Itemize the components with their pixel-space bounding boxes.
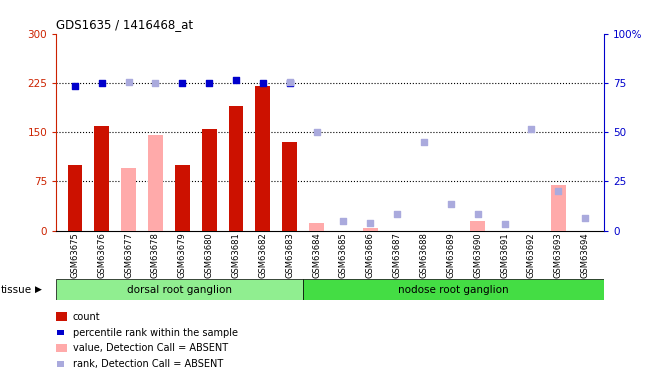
Text: tissue: tissue: [1, 285, 32, 295]
Text: count: count: [73, 312, 100, 322]
Text: ▶: ▶: [35, 285, 42, 294]
Point: [312, 129, 322, 135]
Point: [204, 80, 214, 86]
Bar: [471, 221, 485, 231]
Bar: [228, 106, 244, 231]
Text: rank, Detection Call = ABSENT: rank, Detection Call = ABSENT: [73, 359, 223, 369]
Bar: [363, 228, 378, 231]
Point: [473, 211, 483, 217]
Bar: [67, 165, 82, 231]
Point: [418, 139, 429, 145]
Point: [177, 80, 187, 86]
Point: [284, 80, 295, 86]
Point: [499, 221, 510, 227]
Point: [284, 80, 295, 86]
Point: [580, 214, 591, 220]
Point: [338, 218, 348, 224]
Bar: [302, 279, 604, 300]
Point: [69, 83, 80, 89]
Point: [257, 80, 268, 86]
Bar: [175, 165, 189, 231]
Bar: [94, 126, 109, 231]
Bar: [551, 185, 566, 231]
Bar: [121, 168, 136, 231]
Bar: [309, 223, 324, 231]
Point: [392, 211, 403, 217]
Text: value, Detection Call = ABSENT: value, Detection Call = ABSENT: [73, 344, 228, 353]
Bar: [282, 142, 297, 231]
Point: [150, 80, 161, 86]
Text: nodose root ganglion: nodose root ganglion: [398, 285, 509, 295]
Point: [553, 188, 564, 194]
Text: dorsal root ganglion: dorsal root ganglion: [127, 285, 232, 295]
Bar: [56, 279, 302, 300]
Point: [96, 80, 107, 86]
Text: GDS1635 / 1416468_at: GDS1635 / 1416468_at: [56, 18, 193, 31]
Bar: [202, 129, 216, 231]
Bar: [148, 135, 163, 231]
Point: [123, 80, 134, 86]
Point: [446, 201, 456, 207]
Point: [231, 77, 242, 83]
Bar: [255, 86, 270, 231]
Point: [365, 220, 376, 226]
Text: percentile rank within the sample: percentile rank within the sample: [73, 328, 238, 338]
Point: [526, 126, 537, 132]
